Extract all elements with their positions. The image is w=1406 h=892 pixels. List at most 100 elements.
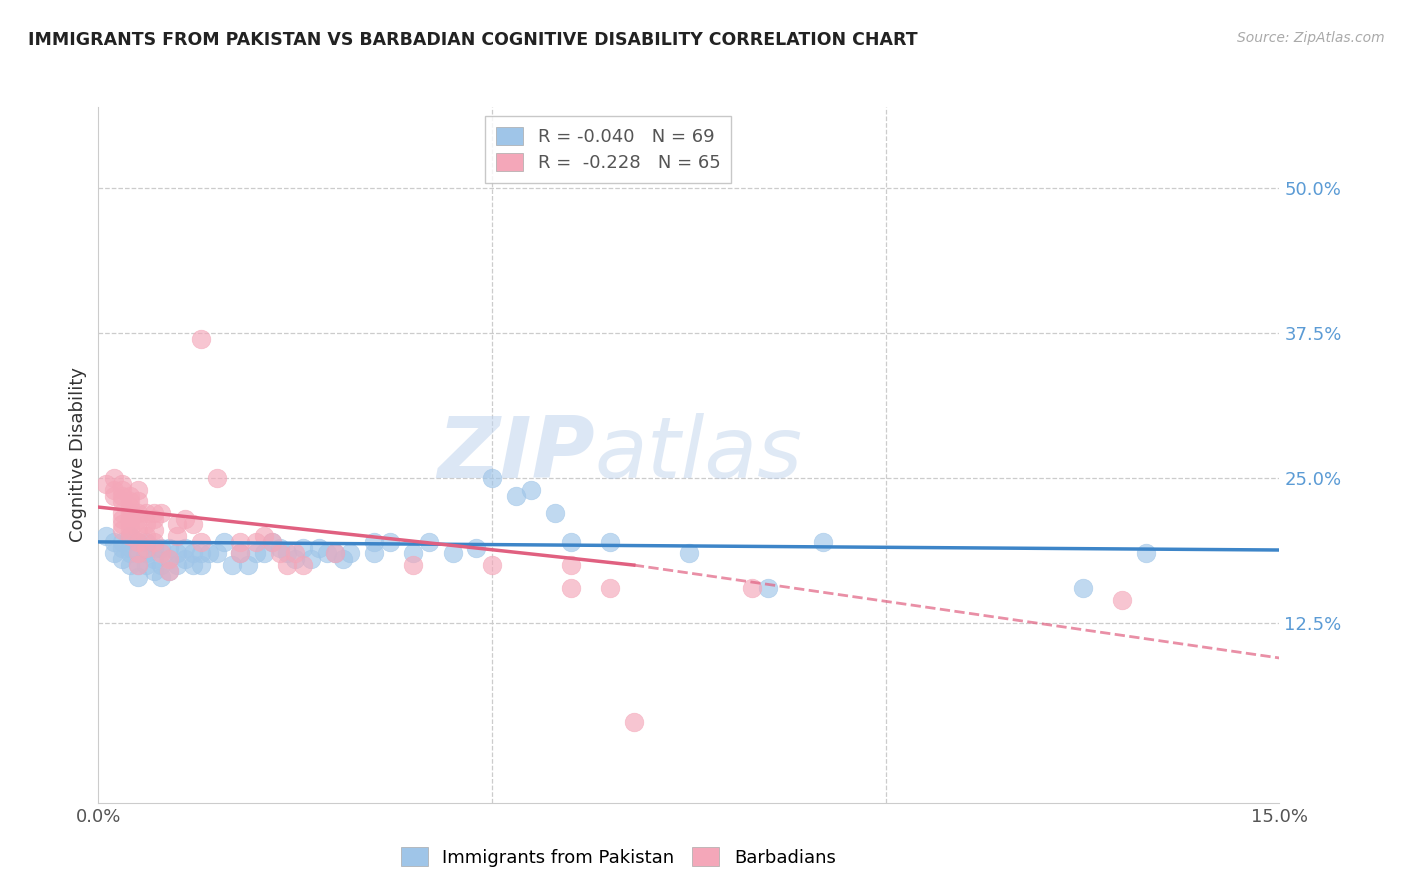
Point [111,534,134,549]
Point [111,523,134,537]
Point [315,546,337,561]
Point [118,541,141,555]
Point [118,500,141,514]
Point [418,534,440,549]
Point [127,558,149,573]
Point [1135,546,1157,561]
Point [181,517,204,532]
Point [221,558,243,573]
Point [253,546,276,561]
Point [118,489,141,503]
Point [127,506,149,520]
Point [560,582,582,596]
Point [157,552,180,566]
Point [157,564,180,578]
Point [111,541,134,555]
Point [166,529,188,543]
Point [118,494,141,508]
Point [111,483,134,497]
Point [181,546,204,561]
Point [118,529,141,543]
Point [260,534,283,549]
Point [1071,582,1094,596]
Point [127,483,149,497]
Point [544,506,567,520]
Point [323,546,346,561]
Text: IMMIGRANTS FROM PAKISTAN VS BARBADIAN COGNITIVE DISABILITY CORRELATION CHART: IMMIGRANTS FROM PAKISTAN VS BARBADIAN CO… [28,31,918,49]
Point [118,546,141,561]
Point [135,541,157,555]
Point [441,546,464,561]
Point [96,476,118,491]
Legend: Immigrants from Pakistan, Barbadians: Immigrants from Pakistan, Barbadians [394,840,842,874]
Point [127,511,149,525]
Point [150,506,173,520]
Point [118,517,141,532]
Point [111,494,134,508]
Point [1111,592,1133,607]
Point [190,558,212,573]
Point [174,541,197,555]
Point [111,511,134,525]
Point [481,558,503,573]
Point [339,546,361,561]
Point [276,558,298,573]
Point [363,546,385,561]
Point [142,552,165,566]
Point [269,546,291,561]
Point [292,558,315,573]
Point [623,714,645,729]
Point [127,534,149,549]
Point [127,546,149,561]
Point [103,489,125,503]
Point [811,534,834,549]
Point [284,546,307,561]
Point [118,529,141,543]
Point [96,529,118,543]
Point [142,534,165,549]
Point [103,483,125,497]
Point [245,546,267,561]
Point [505,489,527,503]
Point [150,558,173,573]
Point [111,506,134,520]
Point [260,534,283,549]
Point [150,546,173,561]
Point [481,471,503,485]
Point [118,558,141,573]
Point [269,541,291,555]
Point [135,534,157,549]
Point [229,546,252,561]
Text: Source: ZipAtlas.com: Source: ZipAtlas.com [1237,31,1385,45]
Point [229,546,252,561]
Point [135,546,157,561]
Point [276,546,298,561]
Point [236,558,259,573]
Point [166,517,188,532]
Point [599,534,621,549]
Point [205,471,228,485]
Point [118,506,141,520]
Point [111,517,134,532]
Point [174,552,197,566]
Point [150,541,173,555]
Point [142,523,165,537]
Text: atlas: atlas [595,413,803,497]
Point [135,529,157,543]
Point [332,552,354,566]
Point [150,570,173,584]
Point [142,511,165,525]
Point [142,506,165,520]
Point [174,511,197,525]
Point [135,558,157,573]
Point [560,558,582,573]
Point [465,541,488,555]
Point [197,546,219,561]
Point [323,546,346,561]
Point [402,558,425,573]
Point [127,534,149,549]
Point [253,529,276,543]
Point [190,546,212,561]
Point [127,558,149,573]
Point [111,476,134,491]
